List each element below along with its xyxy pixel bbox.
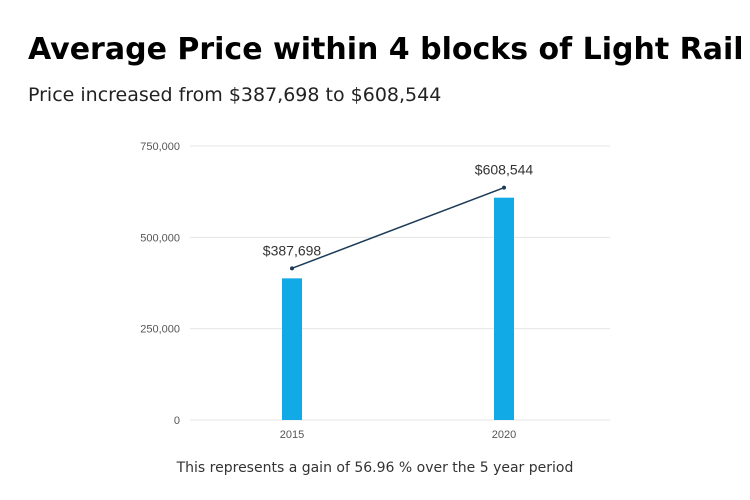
x-tick-label: 2020 — [492, 429, 516, 441]
x-tick-label: 2015 — [280, 429, 304, 441]
chart-subtitle: Price increased from $387,698 to $608,54… — [28, 84, 442, 106]
trend-point — [502, 185, 506, 190]
bar — [282, 278, 302, 420]
y-tick-label: 750,000 — [140, 141, 180, 153]
chart-caption: This represents a gain of 56.96 % over t… — [176, 460, 574, 476]
chart-title: Average Price within 4 blocks of Light R… — [28, 32, 744, 67]
y-tick-label: 0 — [174, 415, 180, 427]
data-label: $608,544 — [475, 162, 534, 178]
y-tick-label: 500,000 — [140, 232, 180, 244]
bar — [494, 197, 514, 420]
data-label: $387,698 — [263, 242, 322, 258]
trend-line — [291, 186, 505, 270]
trend-point — [290, 266, 294, 271]
y-tick-label: 250,000 — [140, 324, 180, 336]
